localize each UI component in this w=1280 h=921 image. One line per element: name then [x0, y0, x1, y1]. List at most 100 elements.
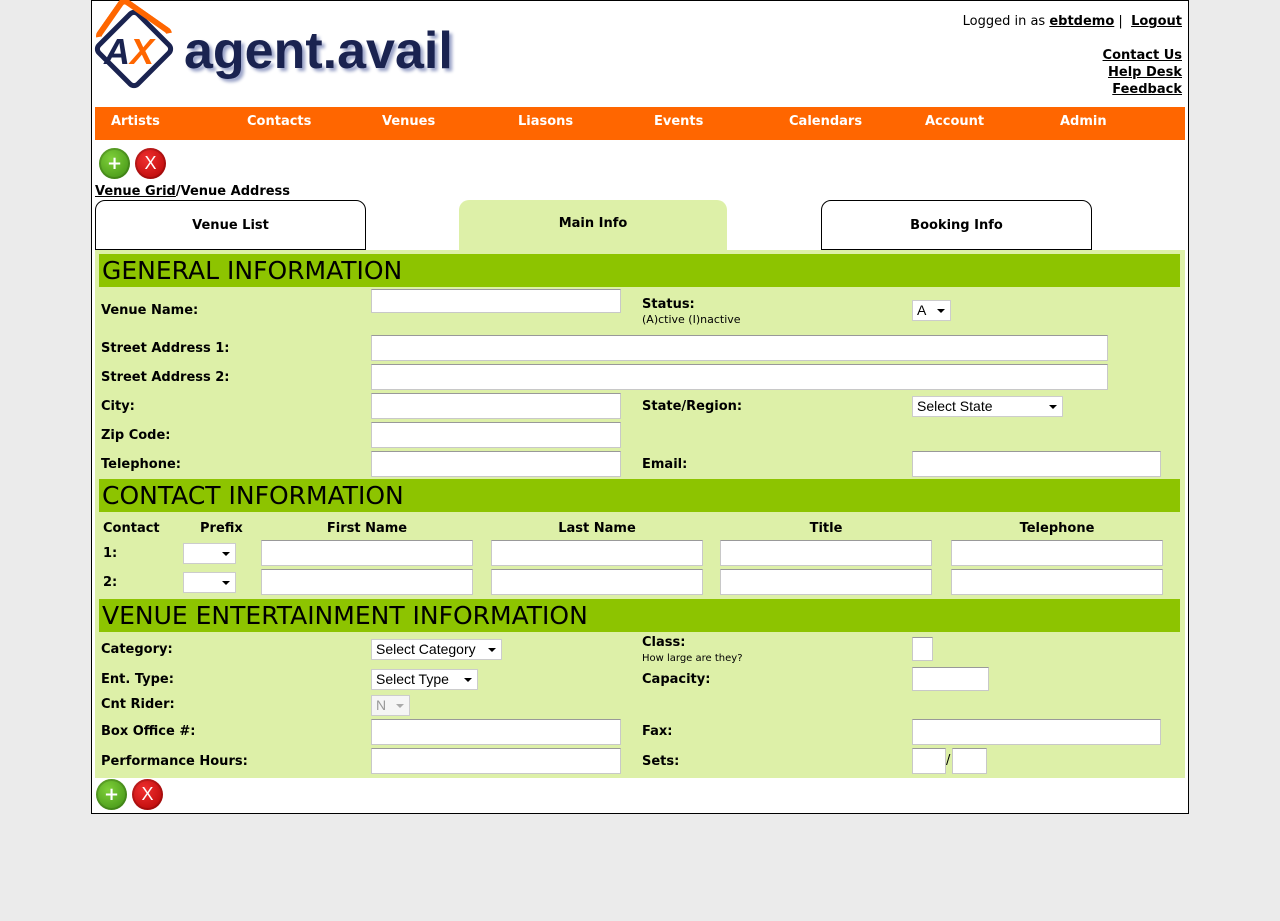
title-input[interactable]: [720, 540, 932, 566]
nav-events[interactable]: Events: [654, 114, 704, 129]
status-select[interactable]: A: [912, 300, 951, 321]
contact-telephone-input[interactable]: [951, 540, 1163, 566]
performance-hours-input[interactable]: [371, 748, 621, 774]
contact-row-label: 2:: [103, 575, 118, 590]
nav-contacts[interactable]: Contacts: [247, 114, 312, 129]
fax-input[interactable]: [912, 719, 1161, 745]
add-button-bottom[interactable]: +: [96, 779, 127, 810]
tab-venue-list[interactable]: Venue List: [95, 200, 366, 250]
chevron-down-icon: [488, 648, 496, 652]
ent-type-value: Select Type: [376, 671, 449, 687]
telephone-input[interactable]: [371, 451, 621, 477]
prefix-select[interactable]: [183, 543, 236, 564]
zip-label: Zip Code:: [101, 428, 171, 443]
sets-separator: /: [946, 753, 951, 768]
box-office-input[interactable]: [371, 719, 621, 745]
col-first-name: First Name: [326, 521, 408, 536]
nav-venues[interactable]: Venues: [382, 114, 436, 129]
logout-link[interactable]: Logout: [1131, 14, 1182, 29]
col-prefix: Prefix: [200, 521, 243, 536]
state-value: Select State: [917, 398, 993, 414]
status-hint: (A)ctive (I)nactive: [642, 313, 741, 326]
state-label: State/Region:: [642, 399, 743, 414]
user-links: Logged in as ebtdemo | Logout Contact Us…: [963, 13, 1182, 98]
nav-calendars[interactable]: Calendars: [789, 114, 863, 129]
category-label: Category:: [101, 642, 173, 657]
ent-type-label: Ent. Type:: [101, 672, 174, 687]
chevron-down-icon: [222, 581, 230, 585]
nav-liasons[interactable]: Liasons: [518, 114, 574, 129]
main-nav: Artists Contacts Venues Liasons Events C…: [95, 107, 1185, 140]
breadcrumb-current: Venue Address: [180, 184, 291, 199]
add-button[interactable]: +: [99, 148, 130, 179]
col-telephone: Telephone: [1019, 521, 1095, 536]
title-input[interactable]: [720, 569, 932, 595]
tab-main-info[interactable]: Main Info: [459, 200, 727, 252]
delete-button-bottom[interactable]: X: [132, 779, 163, 810]
class-label: Class: How large are they?: [642, 635, 743, 665]
prefix-select[interactable]: [183, 572, 236, 593]
feedback-link[interactable]: Feedback: [1112, 82, 1182, 97]
capacity-label: Capacity:: [642, 672, 711, 687]
form-panel: GENERAL INFORMATION Venue Name: Status:(…: [95, 250, 1185, 778]
nav-artists[interactable]: Artists: [111, 114, 160, 129]
venue-name-label: Venue Name:: [101, 303, 199, 318]
nav-admin[interactable]: Admin: [1060, 114, 1107, 129]
status-label: Status: (A)ctive (I)nactive: [642, 297, 741, 327]
last-name-input[interactable]: [491, 540, 703, 566]
status-label-text: Status:: [642, 297, 695, 312]
last-name-input[interactable]: [491, 569, 703, 595]
col-title: Title: [809, 521, 843, 536]
logo-icon: AX: [91, 0, 177, 92]
breadcrumb: Venue Grid/Venue Address: [95, 184, 290, 199]
delete-button[interactable]: X: [135, 148, 166, 179]
help-desk-link[interactable]: Help Desk: [1108, 65, 1182, 80]
category-select[interactable]: Select Category: [371, 639, 502, 660]
cnt-rider-select[interactable]: N: [371, 695, 410, 716]
chevron-down-icon: [464, 678, 472, 682]
contact-telephone-input[interactable]: [951, 569, 1163, 595]
status-value: A: [917, 302, 927, 318]
chevron-down-icon: [396, 704, 404, 708]
breadcrumb-venue-grid[interactable]: Venue Grid: [95, 184, 176, 199]
box-office-label: Box Office #:: [101, 724, 196, 739]
page-frame: AX agent.avail Logged in as ebtdemo | Lo…: [91, 0, 1189, 814]
performance-hours-label: Performance Hours:: [101, 754, 248, 769]
zip-input[interactable]: [371, 422, 621, 448]
email-input[interactable]: [912, 451, 1161, 477]
first-name-input[interactable]: [261, 569, 473, 595]
logged-in-label: Logged in as: [962, 14, 1046, 29]
tab-booking-info[interactable]: Booking Info: [821, 200, 1092, 250]
capacity-input[interactable]: [912, 667, 989, 691]
username-link[interactable]: ebtdemo: [1049, 14, 1115, 29]
chevron-down-icon: [937, 309, 945, 313]
class-input[interactable]: [912, 637, 933, 661]
email-label: Email:: [642, 457, 688, 472]
contact-section-header: CONTACT INFORMATION: [99, 479, 1180, 512]
state-select[interactable]: Select State: [912, 396, 1063, 417]
col-contact: Contact: [103, 521, 160, 536]
sets-input-2[interactable]: [952, 748, 987, 774]
col-last-name: Last Name: [558, 521, 636, 536]
city-input[interactable]: [371, 393, 621, 419]
first-name-input[interactable]: [261, 540, 473, 566]
nav-account[interactable]: Account: [925, 114, 985, 129]
city-label: City:: [101, 399, 135, 414]
general-section-header: GENERAL INFORMATION: [99, 254, 1180, 287]
class-hint: How large are they?: [642, 653, 743, 664]
street2-input[interactable]: [371, 364, 1108, 390]
logo-text: agent.avail: [184, 22, 453, 80]
separator: |: [1118, 14, 1123, 29]
class-label-text: Class:: [642, 635, 686, 650]
contact-us-link[interactable]: Contact Us: [1102, 48, 1182, 63]
street1-input[interactable]: [371, 335, 1108, 361]
street1-label: Street Address 1:: [101, 341, 230, 356]
chevron-down-icon: [1049, 405, 1057, 409]
breadcrumb-sep: /: [175, 184, 181, 199]
venue-name-input[interactable]: [371, 289, 621, 313]
sets-label: Sets:: [642, 754, 680, 769]
chevron-down-icon: [222, 552, 230, 556]
sets-input-1[interactable]: [912, 748, 946, 774]
cnt-rider-label: Cnt Rider:: [101, 697, 175, 712]
ent-type-select[interactable]: Select Type: [371, 669, 478, 690]
